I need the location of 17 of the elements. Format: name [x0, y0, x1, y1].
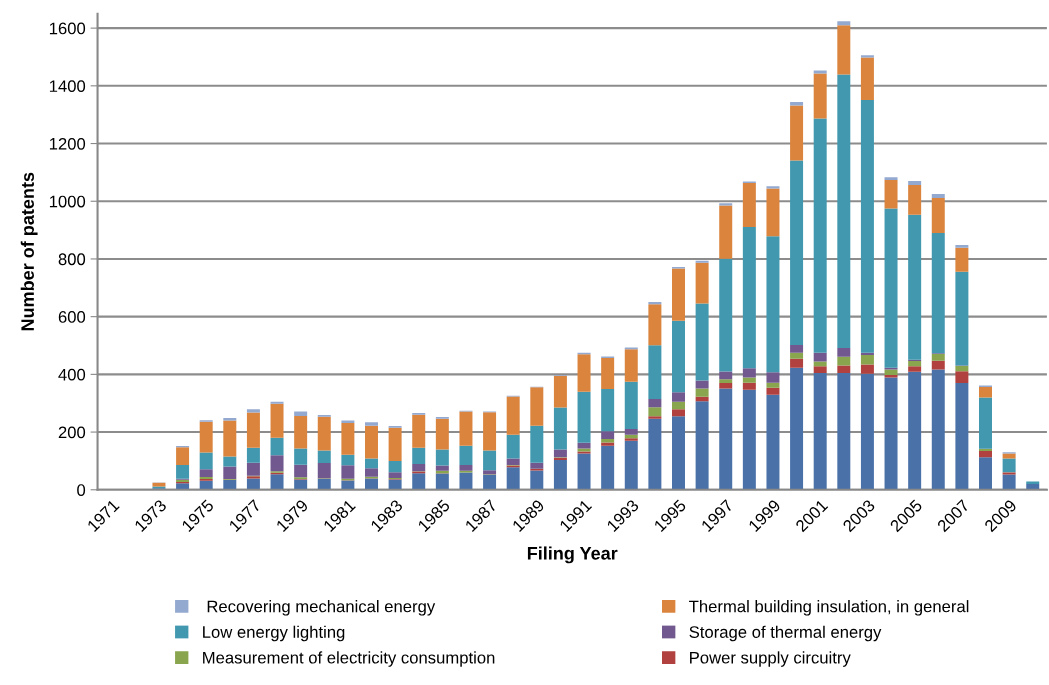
y-tick-label: 1200 — [49, 137, 86, 150]
legend-label: Recovering mechanical energy — [207, 600, 436, 616]
legend-label: Storage of thermal energy — [689, 625, 882, 642]
y-axis-title: Number of patents — [20, 172, 38, 331]
y-tick-label: 1600 — [49, 22, 86, 35]
legend-label: Power supply circuitry — [690, 651, 851, 667]
legend-label: Measurement of electricity consumption — [203, 651, 495, 667]
y-tick-label: 600 — [58, 311, 86, 323]
y-tick-label: 200 — [58, 426, 86, 439]
x-axis-title: Filing Year — [527, 546, 618, 564]
y-tick-label: 1000 — [49, 195, 86, 208]
y-tick-label: 800 — [58, 253, 86, 266]
y-tick-label: 400 — [58, 368, 86, 381]
legend-label: Low energy lighting — [203, 625, 345, 642]
y-tick-label: 1400 — [49, 80, 86, 93]
y-tick-label: 0 — [77, 484, 86, 496]
legend-label: Thermal building insulation, in general — [689, 600, 969, 616]
